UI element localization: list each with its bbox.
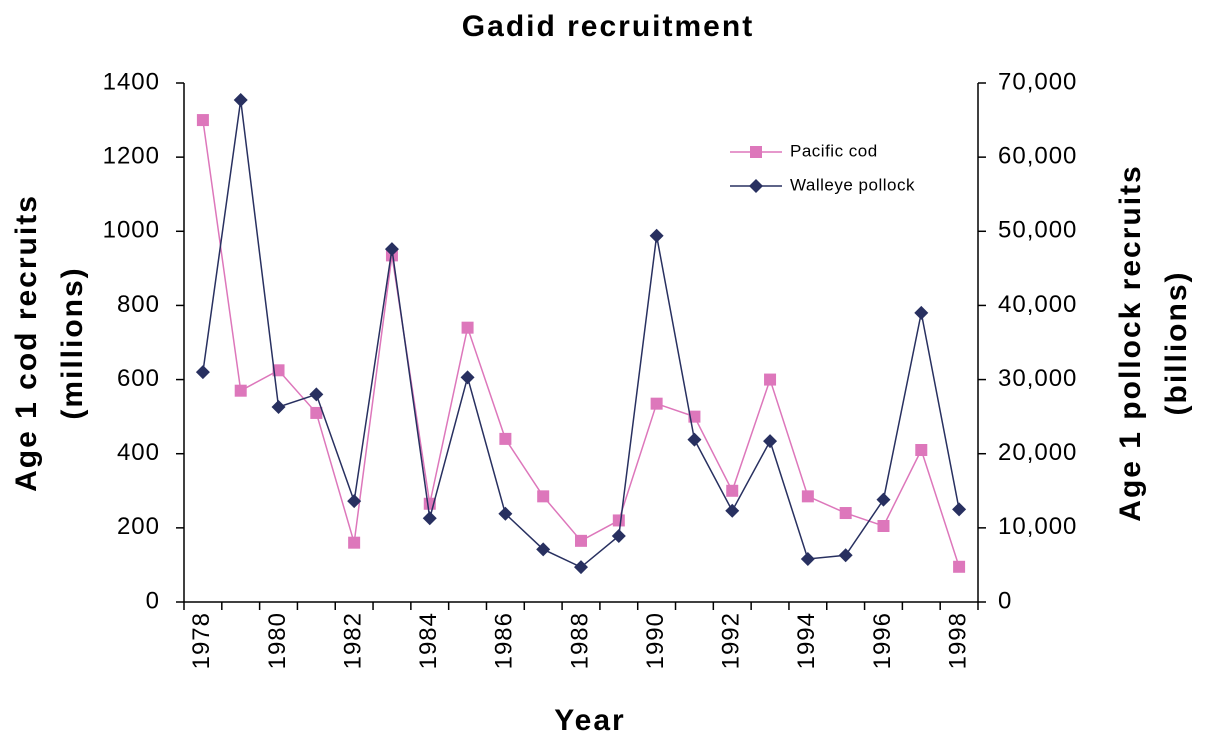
- y-tick-label: 200: [117, 513, 160, 540]
- marker: [233, 93, 248, 108]
- y2-tick-label: 0: [998, 587, 1012, 614]
- marker: [877, 520, 890, 533]
- marker: [800, 551, 815, 566]
- marker: [611, 529, 626, 544]
- y2-axis-label: (billions): [1160, 271, 1193, 416]
- marker: [536, 542, 551, 557]
- x-tick-label: 1988: [566, 612, 593, 669]
- marker: [876, 492, 891, 507]
- y2-tick-label: 40,000: [998, 291, 1077, 318]
- marker: [575, 534, 587, 547]
- marker: [499, 432, 512, 445]
- marker: [687, 432, 702, 447]
- marker: [726, 484, 739, 497]
- marker: [461, 321, 474, 334]
- x-tick-label: 1998: [944, 612, 971, 669]
- x-axis-label: Year: [554, 704, 625, 737]
- marker: [650, 397, 663, 410]
- y2-tick-label: 30,000: [998, 365, 1077, 392]
- marker: [195, 365, 210, 380]
- marker: [612, 514, 625, 527]
- marker: [234, 384, 247, 397]
- marker: [310, 406, 323, 419]
- marker: [272, 364, 285, 377]
- y2-tick-label: 70,000: [998, 68, 1077, 95]
- y-tick-label: 800: [117, 291, 160, 318]
- legend-label: Walleye pollock: [790, 175, 915, 194]
- y-tick-label: 600: [117, 365, 160, 392]
- marker: [347, 494, 362, 509]
- marker: [422, 511, 437, 526]
- series-line: [202, 99, 960, 569]
- y2-tick-label: 60,000: [998, 142, 1077, 169]
- x-tick-label: 1984: [415, 612, 442, 669]
- x-tick-label: 1990: [642, 612, 669, 669]
- y2-axis-label: Age 1 pollock recruits: [1114, 164, 1147, 521]
- chart-title: Gadid recruitment: [462, 10, 754, 43]
- x-tick-label: 1982: [339, 612, 366, 669]
- y-tick-label: 1000: [103, 217, 160, 244]
- legend-marker: [750, 146, 762, 158]
- marker: [764, 373, 777, 386]
- y2-tick-label: 10,000: [998, 513, 1077, 540]
- x-tick-label: 1986: [491, 612, 518, 669]
- marker: [574, 560, 588, 575]
- marker: [915, 444, 928, 457]
- y-tick-label: 0: [146, 587, 160, 614]
- marker: [838, 548, 853, 563]
- x-tick-label: 1996: [869, 612, 896, 669]
- y2-tick-label: 50,000: [998, 217, 1077, 244]
- legend-label: Pacific cod: [790, 141, 878, 160]
- marker: [801, 490, 814, 503]
- marker: [725, 503, 740, 518]
- marker: [953, 560, 966, 573]
- marker: [952, 502, 967, 517]
- marker: [537, 490, 550, 503]
- x-tick-label: 1992: [718, 612, 745, 669]
- y-tick-label: 400: [117, 439, 160, 466]
- x-tick-label: 1980: [264, 612, 291, 669]
- marker: [498, 506, 513, 521]
- marker: [763, 434, 778, 449]
- marker: [914, 305, 929, 320]
- legend-marker: [749, 179, 763, 193]
- marker: [460, 370, 475, 385]
- marker: [649, 228, 664, 243]
- marker: [384, 242, 399, 257]
- y-tick-label: 1200: [103, 142, 160, 169]
- marker: [196, 114, 209, 127]
- x-tick-label: 1978: [188, 612, 215, 669]
- y-axis-label: Age 1 cod recruits: [10, 194, 43, 492]
- y-axis-label: (millions): [56, 266, 89, 419]
- marker: [839, 507, 852, 520]
- y2-tick-label: 20,000: [998, 439, 1077, 466]
- y-tick-label: 1400: [103, 68, 160, 95]
- marker: [309, 387, 324, 402]
- marker: [271, 400, 286, 415]
- x-tick-label: 1994: [793, 612, 820, 669]
- marker: [348, 536, 361, 549]
